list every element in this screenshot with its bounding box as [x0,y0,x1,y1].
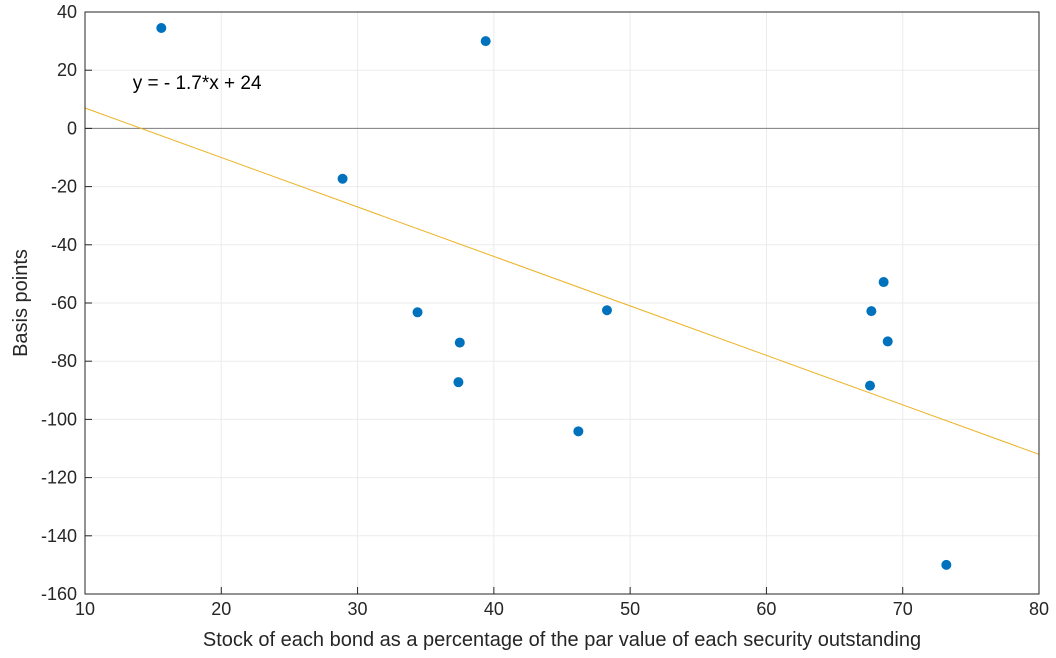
grid-lines [85,12,1039,594]
data-point [454,337,465,348]
x-tick-label: 50 [620,599,640,619]
data-point [941,559,952,570]
y-tick-label: -80 [51,351,77,371]
data-point [878,277,889,288]
data-point [480,36,491,47]
y-tick-label: 20 [57,60,77,80]
data-point [453,377,464,388]
data-point [412,307,423,318]
y-axis-label: Basis points [10,249,32,357]
data-point [337,173,348,184]
data-point [865,380,876,391]
x-tick-label: 70 [893,599,913,619]
y-tick-label: -40 [51,235,77,255]
tick-labels: 10 20 30 40 50 60 70 80 40 20 0 -20 -40 -60 -80 -100 -12… [41,2,1049,619]
y-tick-label: -160 [41,584,77,604]
y-tick-label: 40 [57,2,77,22]
x-tick-label: 60 [756,599,776,619]
annotations: y = - 1.7*x + 24 [133,73,262,94]
y-tick-label: -20 [51,177,77,197]
x-tick-label: 10 [75,599,95,619]
y-tick-label: -120 [41,468,77,488]
x-tick-label: 40 [484,599,504,619]
trend-line [84,107,1040,455]
y-tick-label: -60 [51,293,77,313]
y-tick-label: 0 [67,118,77,138]
y-tick-label: -100 [41,409,77,429]
x-tick-label: 20 [211,599,231,619]
fit-equation-annotation: y = - 1.7*x + 24 [133,73,262,94]
x-tick-label: 30 [348,599,368,619]
axes [84,11,1040,595]
x-axis-label: Stock of each bond as a percentage of th… [203,629,921,651]
data-point [573,426,584,437]
y-tick-label: -140 [41,526,77,546]
data-point [156,23,167,34]
x-tick-label: 80 [1029,599,1049,619]
data-point [866,306,877,317]
data-points [156,23,952,570]
data-point [601,305,612,316]
data-point [882,336,893,347]
trend-line-group [84,107,1040,455]
